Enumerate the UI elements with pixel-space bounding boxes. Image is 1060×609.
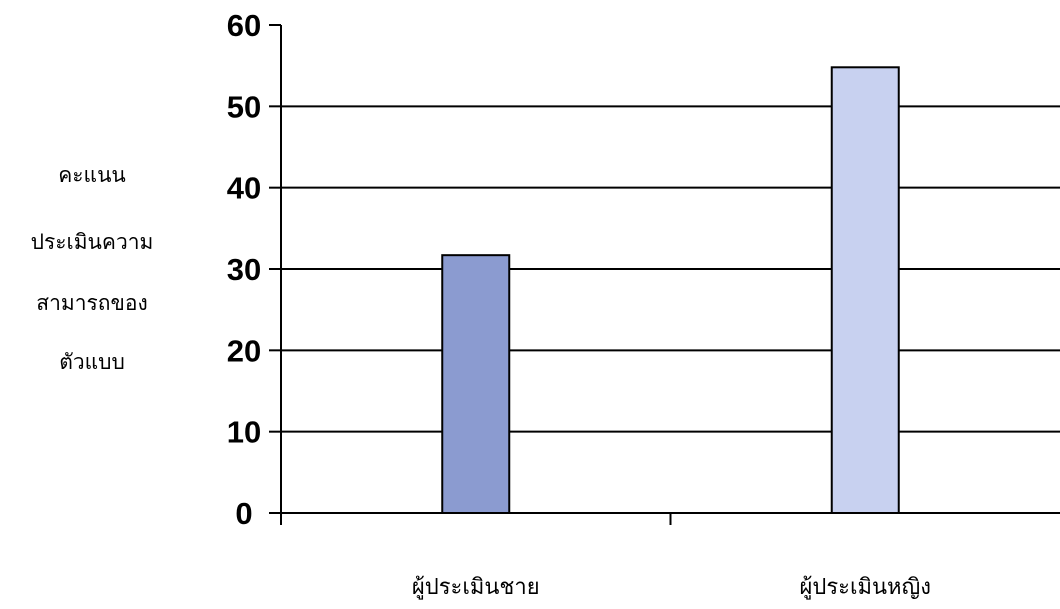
y-axis-label-line: คะแนน xyxy=(58,163,126,187)
x-category-labels: ผู้ประเมินชาย ผู้ประเมินหญิง xyxy=(412,575,931,600)
y-axis-label-line: ประเมินความ xyxy=(31,230,154,254)
y-tick-label: 10 xyxy=(227,415,261,450)
gridlines xyxy=(281,105,1060,433)
bars xyxy=(441,66,900,514)
x-category-label: ผู้ประเมินชาย xyxy=(412,575,540,600)
bar xyxy=(830,66,900,514)
y-tick-label: 60 xyxy=(227,8,261,43)
y-tick-label: 20 xyxy=(227,333,261,368)
y-axis-label-line: ตัวแบบ xyxy=(59,350,125,374)
x-category-label: ผู้ประเมินหญิง xyxy=(799,575,931,600)
y-tick-label: 40 xyxy=(227,171,261,206)
y-tick-label: 0 xyxy=(235,496,252,531)
y-tick-label: 50 xyxy=(227,89,261,124)
y-axis-label-line: สามารถของ xyxy=(36,291,147,315)
axes xyxy=(269,24,1060,525)
y-tick-label: 30 xyxy=(227,252,261,287)
bar xyxy=(441,254,511,514)
y-tick-labels: 0 10 20 30 40 50 60 xyxy=(227,8,261,531)
